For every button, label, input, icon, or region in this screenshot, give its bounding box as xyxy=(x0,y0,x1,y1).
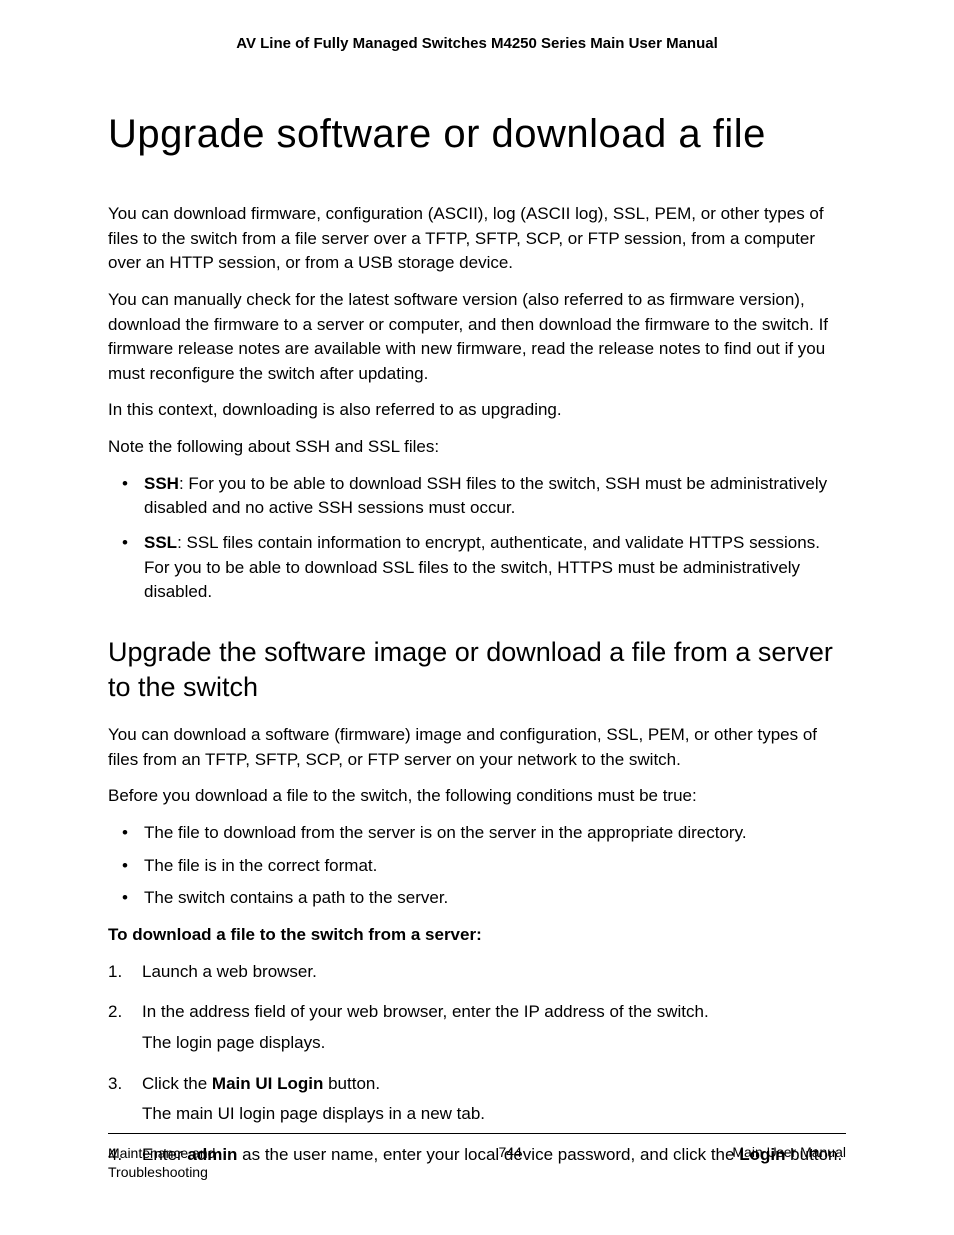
procedure-title: To download a file to the switch from a … xyxy=(108,923,846,948)
page-header-title: AV Line of Fully Managed Switches M4250 … xyxy=(108,35,846,52)
condition-1: The file to download from the server is … xyxy=(132,821,846,846)
step-3-post: button. xyxy=(323,1074,380,1093)
section2-paragraph-1: You can download a software (firmware) i… xyxy=(108,723,846,772)
step-2: In the address field of your web browser… xyxy=(108,1000,846,1055)
heading-1: Upgrade software or download a file xyxy=(108,112,846,157)
ssl-note: SSL: SSL files contain information to en… xyxy=(132,531,846,605)
page-footer: Maintenance and Troubleshooting 744 Main… xyxy=(108,1133,846,1183)
step-2-text: In the address field of your web browser… xyxy=(142,1002,709,1021)
intro-paragraph-3: In this context, downloading is also ref… xyxy=(108,398,846,423)
step-3-pre: Click the xyxy=(142,1074,212,1093)
ssh-label: SSH xyxy=(144,474,179,493)
intro-paragraph-1: You can download firmware, configuration… xyxy=(108,202,846,276)
step-2-sub: The login page displays. xyxy=(142,1031,846,1056)
condition-2: The file is in the correct format. xyxy=(132,854,846,879)
section2-paragraph-2: Before you download a file to the switch… xyxy=(108,784,846,809)
footer-section-name: Maintenance and Troubleshooting xyxy=(108,1144,288,1183)
ssh-ssl-notes-list: SSH: For you to be able to download SSH … xyxy=(108,472,846,605)
conditions-list: The file to download from the server is … xyxy=(108,821,846,911)
footer-page-number: 744 xyxy=(499,1144,522,1160)
document-page: AV Line of Fully Managed Switches M4250 … xyxy=(0,0,954,1167)
intro-paragraph-2: You can manually check for the latest so… xyxy=(108,288,846,387)
ssh-text: : For you to be able to download SSH fil… xyxy=(144,474,827,518)
condition-3: The switch contains a path to the server… xyxy=(132,886,846,911)
step-1-text: Launch a web browser. xyxy=(142,962,317,981)
intro-paragraph-4: Note the following about SSH and SSL fil… xyxy=(108,435,846,460)
ssl-text: : SSL files contain information to encry… xyxy=(144,533,820,601)
heading-2: Upgrade the software image or download a… xyxy=(108,635,846,705)
ssh-note: SSH: For you to be able to download SSH … xyxy=(132,472,846,521)
step-1: Launch a web browser. xyxy=(108,960,846,985)
step-3-sub: The main UI login page displays in a new… xyxy=(142,1102,846,1127)
step-3-bold: Main UI Login xyxy=(212,1074,323,1093)
step-3: Click the Main UI Login button. The main… xyxy=(108,1072,846,1127)
footer-manual-name: Main User Manual xyxy=(732,1144,846,1160)
ssl-label: SSL xyxy=(144,533,177,552)
